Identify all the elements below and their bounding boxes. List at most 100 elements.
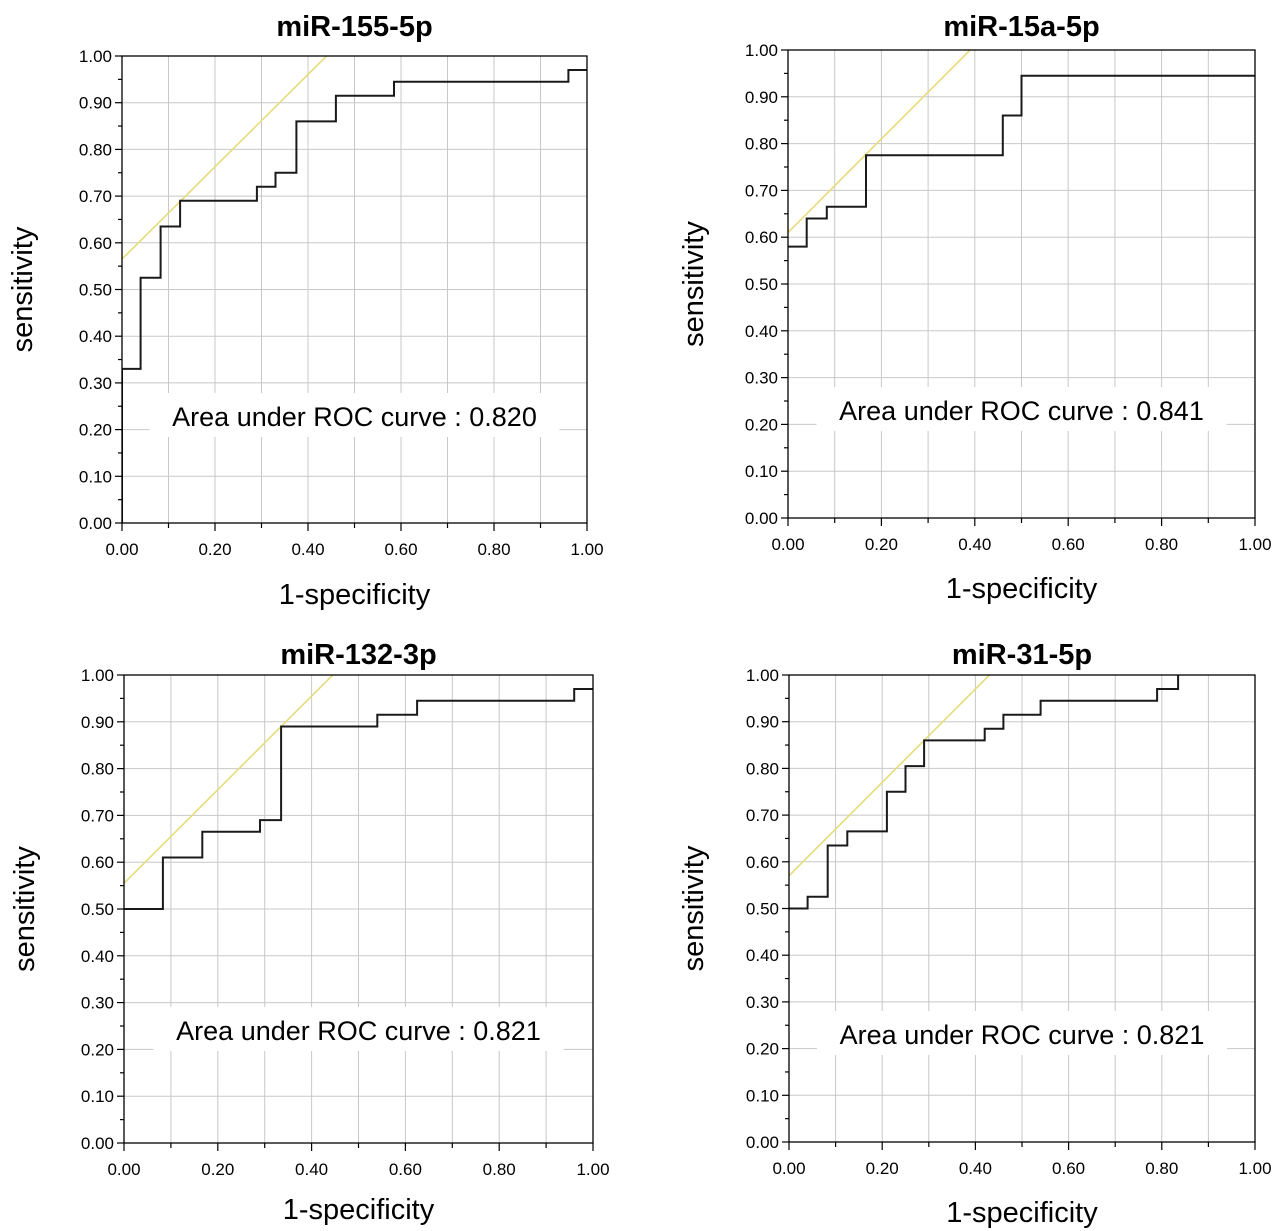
chart-title: miR-15a-5p <box>943 11 1099 43</box>
panel-mir-132-3p: Area under ROC curve : 0.821 0.00 0.20 0.40… <box>9 639 610 1226</box>
x-tick-label: 0.00 <box>107 1160 140 1179</box>
y-tick-label: 0.80 <box>81 760 114 779</box>
roc-curve <box>124 688 593 910</box>
y-tick-label: 0.90 <box>745 88 778 107</box>
y-tick-label: 0.00 <box>79 514 112 533</box>
x-tick-label: 0.40 <box>959 1159 992 1178</box>
y-tick-label: 0.40 <box>79 327 112 346</box>
y-tick-label: 0.30 <box>81 994 114 1013</box>
annotation-background <box>817 1011 1227 1055</box>
y-tick-label: 0.40 <box>81 947 114 966</box>
x-tick-label: 0.00 <box>772 1159 805 1178</box>
y-tick-label: 0.20 <box>79 421 112 440</box>
x-tick-label: 0.80 <box>477 540 510 559</box>
x-axis-label: 1-specificity <box>946 1197 1098 1229</box>
plot-area <box>789 675 1180 910</box>
y-tick-label: 0.50 <box>746 900 779 919</box>
plot-area <box>124 675 593 910</box>
y-axis-label: sensitivity <box>678 845 710 971</box>
y-tick-label: 0.00 <box>81 1134 114 1153</box>
y-tick-label: 0.60 <box>81 853 114 872</box>
y-tick-label: 0.70 <box>81 806 114 825</box>
chart-title: miR-132-3p <box>280 639 436 671</box>
x-tick-label: 0.60 <box>1052 535 1085 554</box>
panel-mir-15a-5p: Area under ROC curve : 0.841 0.00 0.20 0.40… <box>678 11 1272 605</box>
roc-curve <box>789 675 1180 910</box>
x-tick-label: 0.60 <box>389 1160 422 1179</box>
y-tick-label: 0.30 <box>746 993 779 1012</box>
y-tick-label: 0.30 <box>745 369 778 388</box>
x-tick-label: 0.20 <box>201 1160 234 1179</box>
y-tick-label: 0.50 <box>79 281 112 300</box>
x-tick-label: 0.20 <box>198 540 231 559</box>
panel-mir-31-5p: Area under ROC curve : 0.821 0.00 0.20 0.40… <box>678 639 1272 1229</box>
y-tick-label: 0.80 <box>746 759 779 778</box>
annotation-background <box>153 1007 564 1051</box>
x-tick-label: 0.40 <box>295 1160 328 1179</box>
x-tick-label: 1.00 <box>1238 1159 1271 1178</box>
x-tick-label: 1.00 <box>576 1160 609 1179</box>
x-tick-label: 0.00 <box>105 540 138 559</box>
y-tick-label: 0.60 <box>746 853 779 872</box>
x-tick-label: 0.20 <box>866 1159 899 1178</box>
x-tick-label: 0.40 <box>291 540 324 559</box>
y-tick-label: 0.00 <box>746 1133 779 1152</box>
panel-mir-155-5p: Area under ROC curve : 0.820 0.00 0.20 0.40… <box>7 11 604 611</box>
y-axis-label: sensitivity <box>678 221 710 347</box>
roc-curve <box>122 69 587 523</box>
x-tick-label: 0.80 <box>1145 1159 1178 1178</box>
x-tick-label: 0.20 <box>865 535 898 554</box>
y-tick-label: 0.70 <box>746 806 779 825</box>
y-tick-label: 0.70 <box>745 181 778 200</box>
x-axis-label: 1-specificity <box>283 1194 435 1226</box>
annotation-background <box>149 393 560 437</box>
y-tick-label: 0.00 <box>745 509 778 528</box>
x-tick-label: 0.80 <box>483 1160 516 1179</box>
y-tick-label: 0.70 <box>79 187 112 206</box>
y-tick-label: 0.50 <box>745 275 778 294</box>
y-tick-label: 0.30 <box>79 374 112 393</box>
y-axis-label: sensitivity <box>7 226 39 352</box>
y-tick-label: 0.20 <box>746 1040 779 1059</box>
auc-annotation: Area under ROC curve : 0.821 <box>176 1016 541 1046</box>
x-tick-label: 1.00 <box>570 540 603 559</box>
y-tick-label: 1.00 <box>79 47 112 66</box>
y-tick-label: 0.60 <box>745 228 778 247</box>
plot-area <box>788 50 1255 248</box>
plot-area <box>122 56 587 523</box>
chart-title: miR-155-5p <box>276 11 432 43</box>
y-tick-label: 0.60 <box>79 234 112 253</box>
y-tick-label: 0.90 <box>79 94 112 113</box>
auc-annotation: Area under ROC curve : 0.820 <box>172 402 537 432</box>
x-tick-label: 0.40 <box>958 535 991 554</box>
y-axis-label: sensitivity <box>9 846 41 972</box>
x-tick-label: 0.60 <box>384 540 417 559</box>
y-tick-label: 0.20 <box>745 415 778 434</box>
y-tick-label: 0.10 <box>745 462 778 481</box>
x-tick-label: 0.00 <box>771 535 804 554</box>
reference-line <box>788 50 971 234</box>
y-tick-label: 1.00 <box>745 41 778 60</box>
y-tick-label: 0.40 <box>745 322 778 341</box>
y-tick-label: 0.10 <box>79 467 112 486</box>
y-tick-label: 0.10 <box>81 1087 114 1106</box>
y-tick-label: 0.10 <box>746 1086 779 1105</box>
x-axis-label: 1-specificity <box>946 573 1098 605</box>
reference-line <box>789 675 990 877</box>
x-tick-label: 0.60 <box>1052 1159 1085 1178</box>
auc-annotation: Area under ROC curve : 0.821 <box>840 1020 1205 1050</box>
roc-curve <box>788 74 1255 248</box>
reference-line <box>122 56 328 260</box>
y-tick-label: 1.00 <box>746 666 779 685</box>
y-tick-label: 0.20 <box>81 1040 114 1059</box>
y-tick-label: 0.40 <box>746 946 779 965</box>
annotation-background <box>816 387 1227 431</box>
reference-line <box>124 675 334 884</box>
x-tick-label: 1.00 <box>1238 535 1271 554</box>
y-tick-label: 0.80 <box>745 135 778 154</box>
y-tick-label: 1.00 <box>81 666 114 685</box>
y-tick-label: 0.90 <box>81 713 114 732</box>
auc-annotation: Area under ROC curve : 0.841 <box>839 396 1204 426</box>
y-tick-label: 0.50 <box>81 900 114 919</box>
